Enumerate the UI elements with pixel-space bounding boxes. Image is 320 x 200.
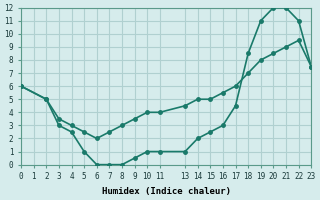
X-axis label: Humidex (Indice chaleur): Humidex (Indice chaleur) [102,187,231,196]
